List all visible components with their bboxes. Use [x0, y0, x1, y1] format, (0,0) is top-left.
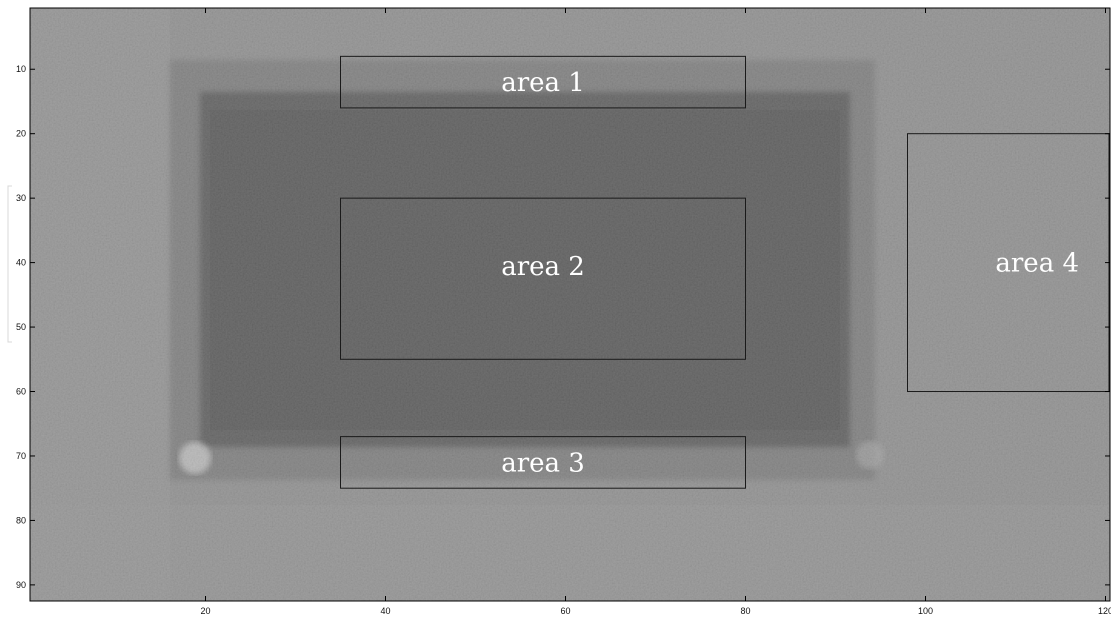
y-tick-label: 80	[16, 515, 26, 525]
y-tick-label: 20	[16, 129, 26, 139]
x-tick-label: 100	[918, 606, 933, 616]
y-axis: 10 20 30 40 50 60 70 80 90	[16, 64, 1110, 590]
y-tick-label: 30	[16, 193, 26, 203]
area-4-label: area 4	[995, 249, 1079, 279]
image-noise-overlay	[30, 8, 1110, 601]
x-tick-label: 60	[560, 606, 570, 616]
y-tick-label: 40	[16, 258, 26, 268]
area-1-box	[340, 55, 746, 109]
area-3-box	[340, 436, 746, 489]
y-tick-label: 90	[16, 580, 26, 590]
y-tick-label: 10	[16, 64, 26, 74]
y-tick-label: 50	[16, 322, 26, 332]
x-tick-label: 120	[1098, 606, 1111, 616]
x-tick-label: 40	[380, 606, 390, 616]
left-bracket	[7, 185, 12, 343]
area-2-label: area 2	[501, 252, 585, 282]
x-axis: 20 40 60 80 100 120	[200, 8, 1111, 616]
area-3-label: area 3	[501, 448, 585, 478]
y-tick-label: 70	[16, 451, 26, 461]
x-tick-label: 20	[200, 606, 210, 616]
axes-frame	[29, 7, 1111, 602]
x-tick-label: 80	[740, 606, 750, 616]
y-tick-label: 60	[16, 387, 26, 397]
image-plot-area	[30, 8, 1110, 601]
area-2-box	[340, 197, 746, 360]
area-1-label: area 1	[501, 68, 585, 98]
